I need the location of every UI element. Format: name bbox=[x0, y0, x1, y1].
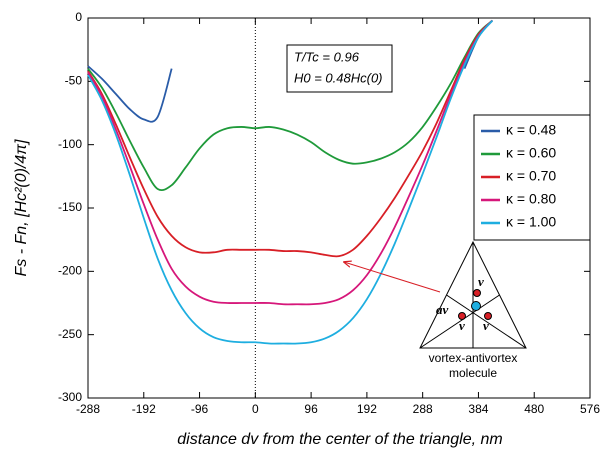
series-line bbox=[87, 19, 494, 345]
vortex bbox=[473, 289, 481, 297]
legend-label: κ = 1.00 bbox=[506, 214, 556, 230]
antivortex bbox=[471, 301, 481, 311]
inset-label: v bbox=[459, 318, 465, 333]
inset-caption: molecule bbox=[449, 366, 497, 380]
median bbox=[419, 294, 500, 349]
note-box bbox=[286, 44, 393, 93]
arrow bbox=[344, 262, 441, 293]
x-axis-title: distance dv from the center of the trian… bbox=[177, 431, 503, 448]
vortex bbox=[458, 312, 466, 320]
y-tick-label: -150 bbox=[58, 200, 82, 214]
x-tick-label: -96 bbox=[191, 402, 209, 416]
y-tick-label: -250 bbox=[58, 327, 82, 341]
y-tick-label: 0 bbox=[75, 10, 82, 24]
inset-caption: vortex-antivortex bbox=[429, 351, 518, 365]
legend-label: κ = 0.60 bbox=[506, 145, 556, 161]
x-tick-label: 0 bbox=[252, 402, 259, 416]
legend-label: κ = 0.48 bbox=[506, 122, 556, 138]
series-line bbox=[87, 19, 494, 258]
note: H0 = 0.48Hc(0) bbox=[294, 70, 383, 85]
legend-label: κ = 0.80 bbox=[506, 191, 556, 207]
series-line bbox=[87, 19, 493, 192]
series-line bbox=[87, 19, 494, 306]
x-tick-label: -288 bbox=[76, 402, 100, 416]
y-tick-label: -300 bbox=[58, 390, 82, 404]
median bbox=[446, 294, 527, 349]
y-tick-label: -50 bbox=[65, 74, 83, 88]
legend-label: κ = 0.70 bbox=[506, 168, 556, 184]
x-tick-label: 288 bbox=[413, 402, 433, 416]
y-tick-label: -200 bbox=[58, 264, 82, 278]
inset-diagram: v av v v vortex-antivortex molecule bbox=[419, 240, 527, 380]
legend: κ = 0.48 κ = 0.60 κ = 0.70 κ = 0.80 κ = 1.00 bbox=[473, 114, 591, 241]
x-tick-label: 192 bbox=[357, 402, 377, 416]
x-tick-label: -192 bbox=[132, 402, 156, 416]
inset-label: v bbox=[483, 318, 489, 333]
y-tick-label: -100 bbox=[58, 137, 82, 151]
inset-label: v bbox=[478, 274, 484, 289]
inset-label: av bbox=[436, 302, 449, 317]
x-tick-label: 384 bbox=[468, 402, 488, 416]
note: T/Tc = 0.96 bbox=[294, 49, 360, 64]
x-tick-label: 480 bbox=[524, 402, 544, 416]
vortex bbox=[484, 312, 492, 320]
series-line bbox=[463, 19, 494, 70]
x-tick-label: 96 bbox=[304, 402, 318, 416]
x-tick-label: 576 bbox=[580, 402, 600, 416]
y-axis-title: Fs - Fn, [Hc²(0)/4π] bbox=[13, 139, 30, 277]
series-line bbox=[87, 65, 173, 123]
